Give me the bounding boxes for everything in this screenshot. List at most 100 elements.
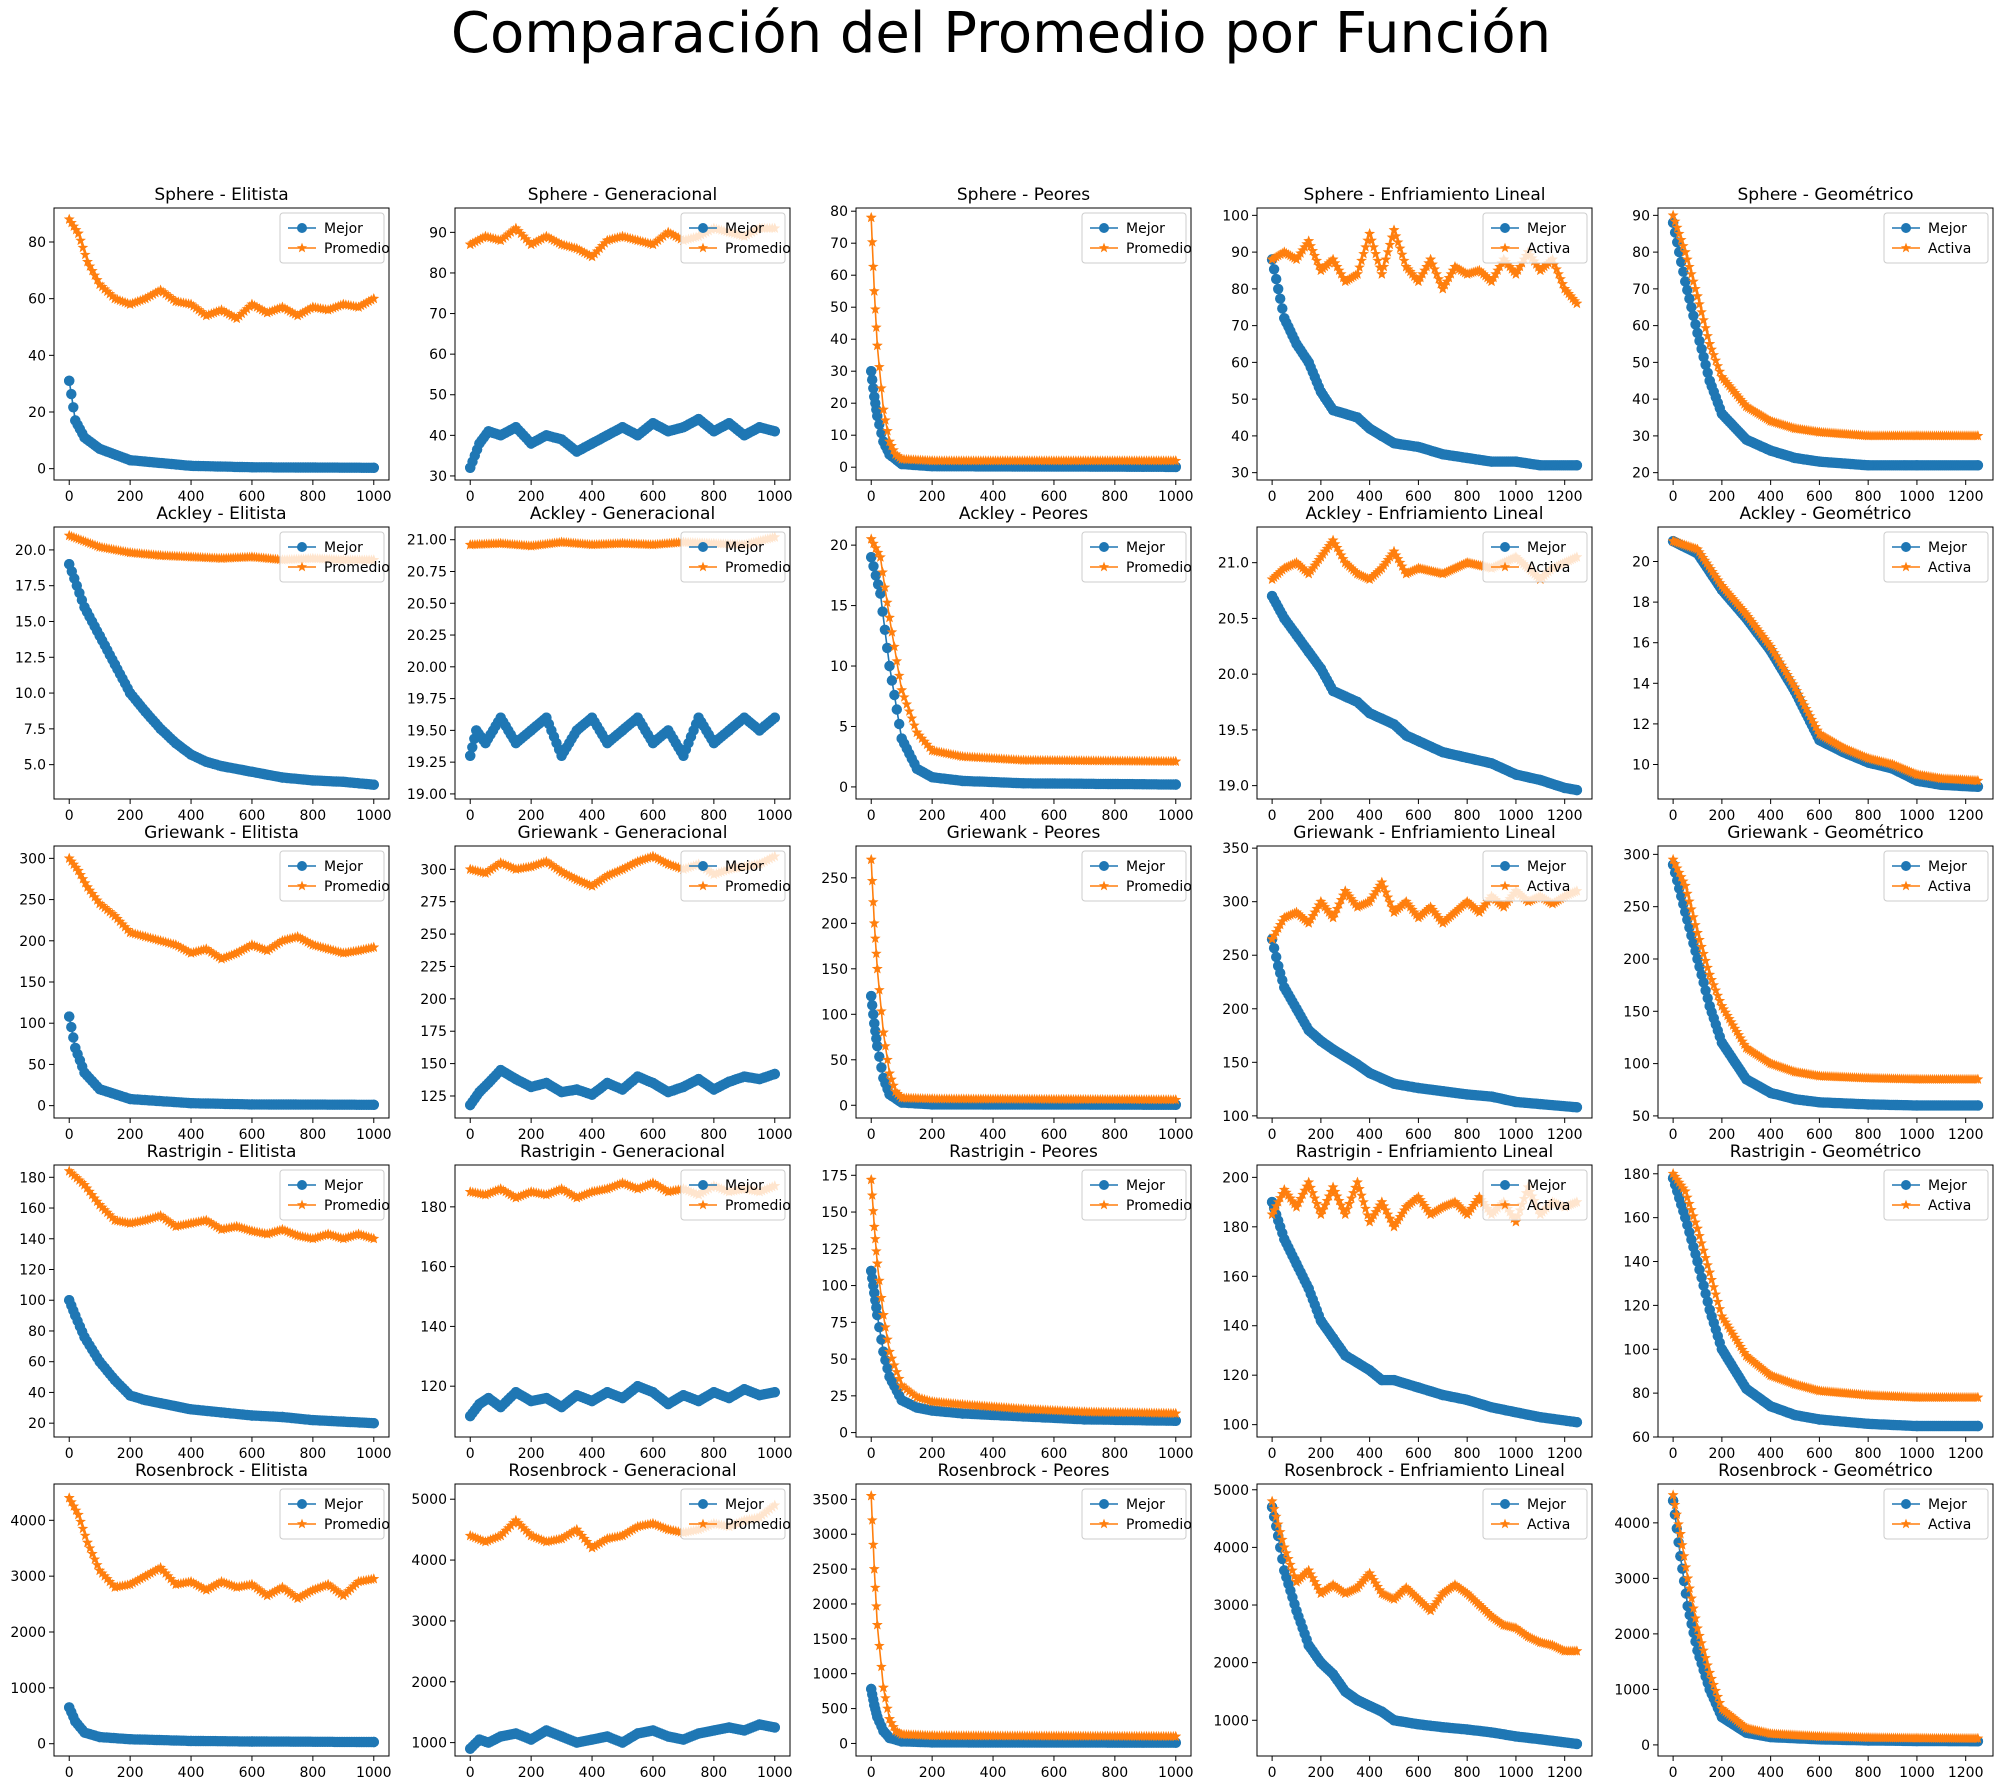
x-tick-label: 600 — [1806, 1127, 1833, 1143]
data-point — [723, 1076, 735, 1087]
data-point — [1667, 535, 1679, 546]
data-point — [1413, 441, 1424, 453]
point — [673, 232, 684, 243]
point — [886, 675, 898, 686]
point — [1725, 382, 1737, 393]
point — [1337, 272, 1349, 283]
data-point — [1291, 557, 1302, 568]
data-point — [1547, 898, 1558, 909]
point — [584, 249, 595, 260]
point — [533, 234, 545, 246]
legend-label: Mejor — [725, 540, 764, 556]
y-tick-label: 20.0 — [1218, 667, 1249, 683]
point — [305, 302, 316, 314]
point — [652, 234, 664, 246]
point — [1677, 240, 1689, 251]
legend-label: Mejor — [1928, 540, 1967, 556]
point — [228, 311, 240, 322]
point — [1678, 898, 1689, 910]
point — [1323, 906, 1335, 917]
data-point — [1449, 261, 1461, 272]
data-point — [662, 226, 674, 237]
point — [1370, 248, 1382, 259]
data-point — [200, 310, 212, 321]
point — [1396, 248, 1408, 260]
data-point — [647, 850, 659, 861]
point — [1567, 293, 1579, 304]
data-point — [1462, 452, 1473, 464]
point — [1688, 310, 1699, 321]
point — [665, 228, 677, 239]
point — [1549, 258, 1560, 269]
point — [1409, 271, 1420, 282]
y-tick-label: 90 — [1231, 245, 1249, 261]
x-tick-label: 400 — [1757, 1127, 1784, 1143]
data-point — [739, 430, 750, 441]
data-point — [368, 293, 380, 304]
data-point — [1400, 568, 1412, 579]
data-point — [896, 1092, 908, 1103]
point — [1358, 248, 1369, 259]
point — [1325, 909, 1337, 920]
point — [68, 220, 80, 231]
point — [77, 242, 89, 253]
point — [89, 891, 101, 902]
point — [299, 935, 311, 946]
point — [551, 236, 562, 247]
data-point — [525, 540, 537, 551]
point — [1398, 255, 1410, 266]
series-markers-mejor — [866, 552, 1182, 790]
data-point — [1388, 545, 1400, 557]
data-point — [1510, 769, 1522, 780]
y-tick-label: 20 — [1632, 466, 1650, 482]
x-tick-label: 0 — [867, 489, 876, 505]
plot-frame — [454, 526, 791, 800]
data-point — [525, 438, 537, 449]
x-tick-label: 1200 — [1948, 489, 1984, 505]
point — [891, 704, 902, 715]
data-point — [871, 963, 883, 974]
point — [193, 304, 204, 315]
legend-label: Mejor — [324, 221, 363, 237]
point — [1565, 290, 1577, 301]
point — [1694, 298, 1705, 309]
data-point — [353, 945, 364, 956]
point — [879, 624, 891, 635]
point — [867, 374, 878, 385]
point — [294, 308, 306, 319]
data-point — [1486, 456, 1497, 467]
data-point — [911, 726, 923, 738]
data-point — [1315, 386, 1327, 397]
point — [244, 940, 255, 951]
legend-marker — [297, 223, 307, 233]
legend-label: Mejor — [725, 221, 764, 237]
point — [1674, 246, 1685, 258]
point — [872, 579, 884, 590]
x-tick-label: 400 — [1356, 489, 1383, 505]
data-point — [556, 1086, 567, 1098]
x-tick-label: 200 — [919, 1127, 946, 1143]
point — [302, 936, 314, 947]
point — [1496, 899, 1508, 910]
series-markers-promedio — [1667, 209, 1984, 441]
point — [1686, 268, 1697, 279]
point — [1700, 985, 1711, 996]
point — [1366, 234, 1377, 245]
data-point — [896, 684, 908, 695]
point — [188, 300, 199, 311]
data-point — [465, 462, 476, 473]
data-point — [878, 1072, 889, 1084]
data-point — [337, 298, 349, 309]
data-point — [1352, 901, 1363, 912]
point — [599, 871, 611, 883]
x-tick-label: 600 — [1806, 489, 1833, 505]
y-tick-label: 50 — [1231, 392, 1249, 408]
data-point — [495, 234, 507, 246]
x-tick-label: 600 — [1041, 1127, 1068, 1143]
point — [1709, 569, 1720, 580]
point — [297, 933, 309, 944]
y-tick-label: 40 — [1632, 392, 1650, 408]
x-tick-label: 600 — [640, 1127, 667, 1143]
y-tick-label: 30 — [1231, 466, 1249, 482]
